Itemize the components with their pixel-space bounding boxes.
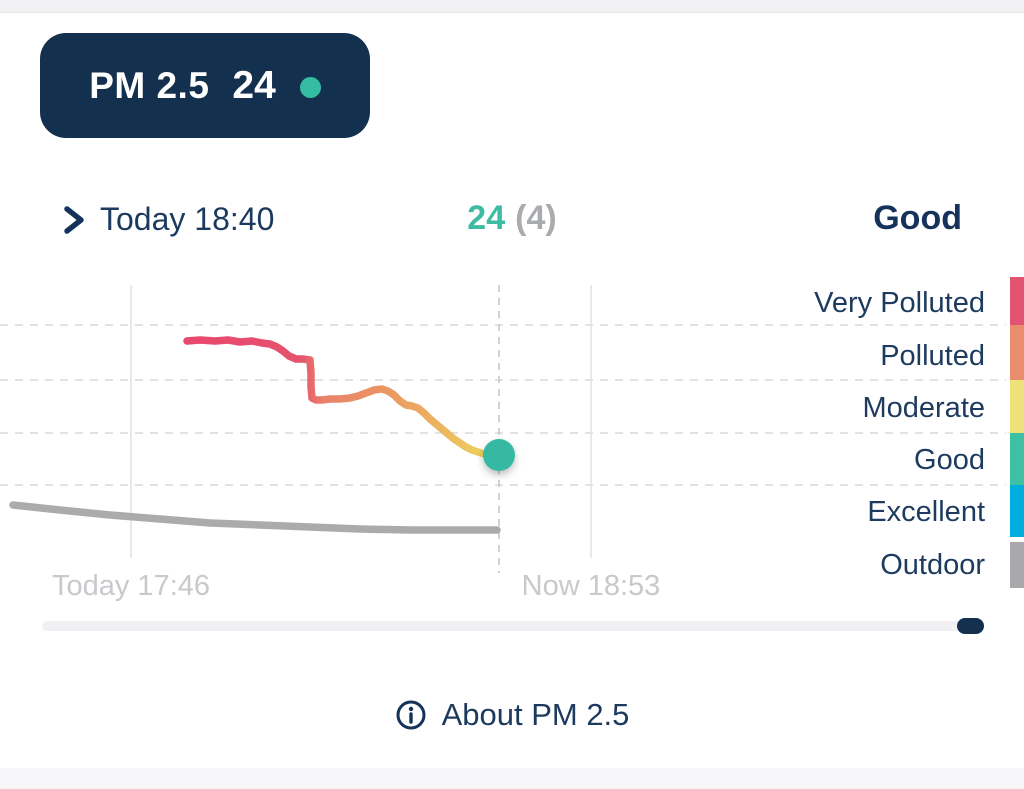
reading-status-label: Good <box>873 199 962 237</box>
horizontal-gridlines <box>0 324 1006 486</box>
about-pm25-label: About PM 2.5 <box>441 697 630 732</box>
about-pm25-button[interactable]: About PM 2.5 <box>0 695 1024 735</box>
reading-time-label: Today 18:40 <box>100 201 275 237</box>
reading-value: 24 (4) <box>0 199 1024 238</box>
reading-value-number: 24 <box>467 199 506 237</box>
quality-scale-bar <box>1010 277 1024 588</box>
level-label-excellent: Excellent <box>867 496 985 528</box>
info-icon <box>396 700 426 730</box>
band-segment-moderate <box>1010 380 1024 433</box>
level-label-moderate: Moderate <box>862 392 985 424</box>
timeline-slider[interactable] <box>42 617 984 635</box>
pm25-pill[interactable]: PM 2.5 24 <box>40 33 370 138</box>
outdoor-series-line <box>9 501 501 534</box>
level-label-very-polluted: Very Polluted <box>814 287 985 319</box>
status-dot-icon <box>299 76 321 98</box>
footer-strip <box>0 768 1024 789</box>
level-label-outdoor: Outdoor <box>880 549 985 581</box>
level-label-polluted: Polluted <box>880 340 985 372</box>
reading-sample-count: (4) <box>515 199 557 237</box>
band-segment-excellent <box>1010 485 1024 537</box>
pill-metric-value: 24 <box>232 63 276 107</box>
chevron-right-icon[interactable] <box>61 205 87 235</box>
vertical-gridlines <box>130 285 592 573</box>
level-label-good: Good <box>914 444 985 476</box>
x-axis-tick-now: Now 18:53 <box>521 570 661 602</box>
band-segment-outdoor <box>1010 542 1024 588</box>
timeline-slider-handle[interactable] <box>957 618 984 634</box>
pm25-history-chart[interactable]: Very Polluted Polluted Moderate Good Exc… <box>0 277 1024 607</box>
pm25-series-line <box>183 336 500 459</box>
chart-plot-area[interactable] <box>0 277 1024 607</box>
reading-row: Today 18:40 24 (4) Good <box>0 198 1024 242</box>
status-bar-strip <box>0 0 1024 13</box>
pill-metric-label: PM 2.5 <box>89 64 210 106</box>
x-axis-tick-start: Today 17:46 <box>51 570 211 602</box>
band-segment-polluted <box>1010 325 1024 380</box>
band-segment-very-polluted <box>1010 277 1024 325</box>
band-segment-good <box>1010 433 1024 485</box>
timeline-slider-track[interactable] <box>42 621 984 631</box>
cursor-dot[interactable] <box>483 439 515 471</box>
